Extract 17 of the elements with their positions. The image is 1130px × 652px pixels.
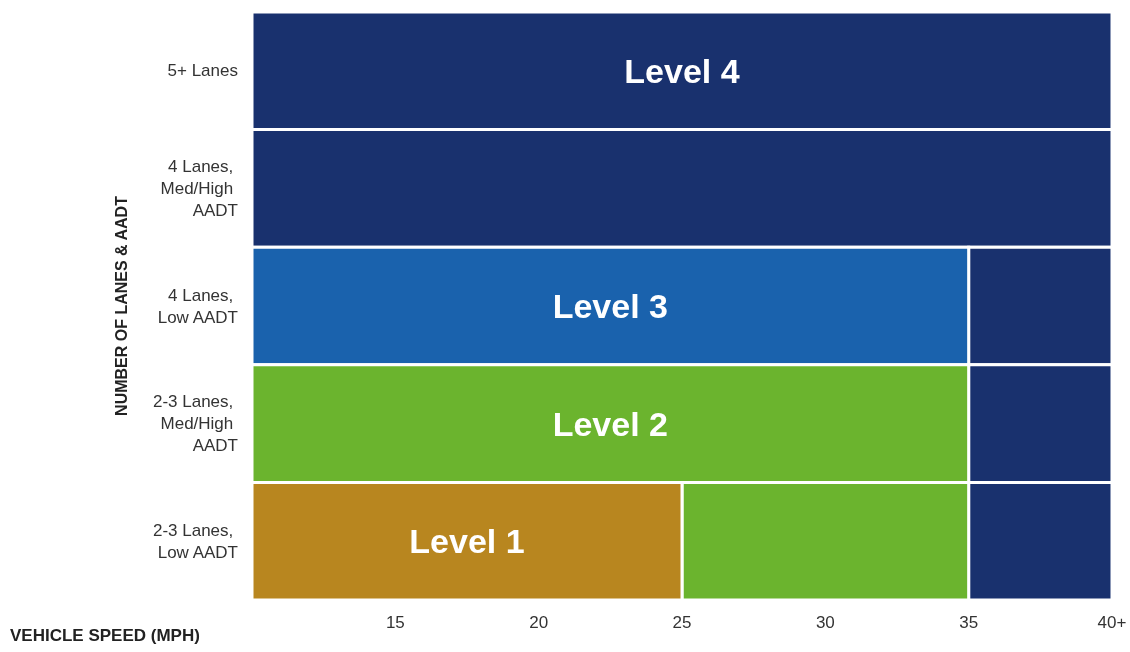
x-tick-label: 15 [385,613,405,632]
x-tick-label: 20 [529,613,549,632]
y-tick-label: 2-3 Lanes, Med/High AADT [152,392,238,456]
series-label: Level 1 [409,522,525,561]
y-tick-label: 4 Lanes, Med/High AADT [160,156,238,220]
x-tick-label: 40+ [1097,613,1127,632]
y-axis-title: NUMBER OF LANES & AADT [112,195,130,416]
x-axis-title: VEHICLE SPEED (MPH) [10,626,200,645]
y-tick-label: 2-3 Lanes, Low AADT [152,520,238,562]
x-tick-label: 30 [815,613,835,632]
series-label: Level 2 [552,404,668,443]
series-label: Level 3 [552,287,668,325]
y-tick-label: 4 Lanes, Low AADT [157,285,238,327]
y-tick-label: 5+ Lanes [167,61,238,81]
x-tick-label: 35 [959,613,979,632]
series-label: Level 4 [624,51,740,90]
x-tick-label: 25 [672,613,692,632]
